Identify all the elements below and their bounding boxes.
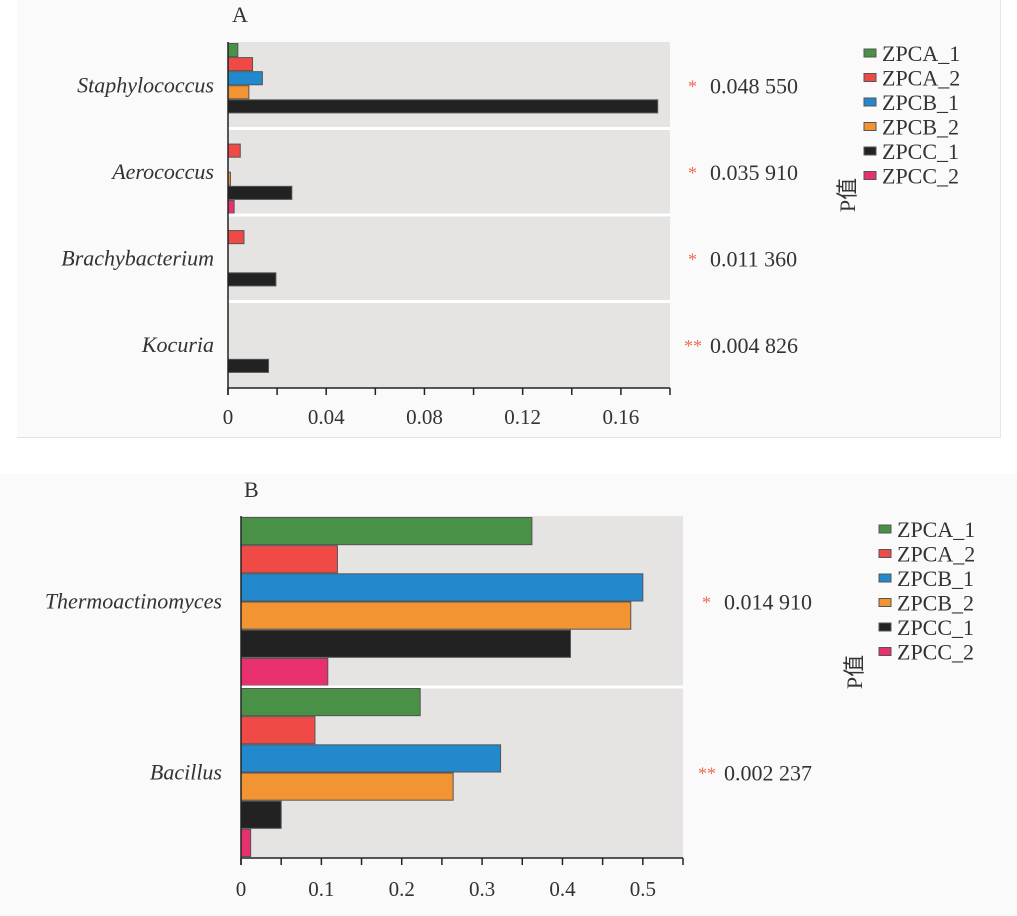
- panel-b-x-tick-label: 0.4: [549, 877, 576, 901]
- panel-a-legend-label: ZPCA_1: [882, 41, 960, 66]
- panel-b-p-value: 0.014 910: [724, 590, 812, 615]
- panel-a-bar-zpca-2: [227, 143, 241, 158]
- panel-b-bar-zpca-2: [240, 545, 338, 574]
- panel-a-legend-swatch: [863, 146, 877, 156]
- panel-a-bar-zpca-2: [227, 57, 254, 72]
- panel-a-x-tick-label: 0.16: [603, 405, 640, 429]
- panel-b-bar-zpcb-1: [240, 573, 644, 602]
- panel-b-bar-zpcb-2: [240, 601, 632, 630]
- panel-a-p-value: 0.048 550: [710, 73, 798, 98]
- panel-a-p-value: 0.035 910: [710, 160, 798, 185]
- panel-a-bar-zpcb-1: [227, 71, 263, 86]
- panel-b-bar-zpcc-1: [240, 629, 571, 658]
- panel-a-legend-label: ZPCB_1: [882, 90, 959, 115]
- panel-b-bar-zpcc-2: [240, 657, 329, 686]
- panel-b-bar-zpcc-2: [240, 828, 252, 857]
- panel-a-category-label: Staphylococcus: [77, 72, 214, 97]
- panel-a-legend-label: ZPCC_2: [882, 164, 959, 189]
- panel-b-bar-zpca-1: [240, 688, 421, 717]
- panel-b-legend-swatch: [878, 647, 892, 656]
- panel-b-legend-swatch: [878, 573, 892, 583]
- panel-a-p-axis-title: P值: [835, 178, 860, 212]
- panel-a-x-tick-label: 0: [223, 405, 234, 429]
- panel-b-legend-label: ZPCC_2: [897, 640, 974, 665]
- panel-a-category-label: Kocuria: [141, 332, 214, 357]
- panel-b-legend-label: ZPCA_1: [897, 517, 975, 542]
- panel-b-p-value: 0.002 237: [724, 761, 812, 786]
- panel-b-bar-zpcb-1: [240, 744, 502, 773]
- panel-a-category-label: Brachybacterium: [61, 245, 214, 270]
- panel-b-category-label: Bacillus: [150, 760, 222, 785]
- panel-a-x-tick-label: 0.12: [504, 405, 541, 429]
- panel-b-significance-stars: **: [698, 764, 716, 784]
- panel-b-legend-label: ZPCB_1: [897, 566, 974, 591]
- panel-b-bar-zpca-2: [240, 716, 316, 745]
- panel-b-bar-zpcb-2: [240, 772, 454, 801]
- panel-a-bar-zpca-1: [227, 43, 239, 58]
- panel-a-significance-stars: *: [688, 76, 697, 96]
- panel-b-legend-swatch: [878, 598, 892, 607]
- panel-b-label: B: [244, 477, 259, 502]
- panel-a-legend-label: ZPCA_2: [882, 66, 960, 91]
- panel-a-significance-stars: *: [688, 163, 697, 183]
- panel-a-legend-swatch: [863, 73, 877, 82]
- panel-b-x-tick-label: 0.1: [308, 877, 334, 901]
- panel-a-legend-label: ZPCC_1: [882, 139, 959, 164]
- panel-b-legend-swatch: [878, 524, 892, 534]
- panel-b-legend-swatch: [878, 622, 892, 632]
- panel-a-significance-stars: *: [688, 249, 697, 269]
- panel-b-legend-swatch: [878, 549, 892, 558]
- panel-a-significance-stars: **: [684, 336, 702, 356]
- panel-b-bar-zpca-1: [240, 517, 533, 546]
- panel-a-legend-swatch: [863, 48, 877, 58]
- panel-b-p-axis-title: P值: [842, 655, 867, 689]
- panel-a-bar-zpcc-1: [227, 185, 293, 200]
- panel-b-x-tick-label: 0.5: [630, 877, 656, 901]
- panel-b-x-tick-label: 0.3: [469, 877, 495, 901]
- panel-a-label: A: [232, 2, 248, 27]
- panel-a-p-value: 0.011 360: [710, 246, 797, 271]
- panel-a-bar-zpcc-1: [227, 358, 270, 373]
- panel-b-category-label: Thermoactinomyces: [45, 589, 222, 614]
- panel-a-legend-swatch: [863, 122, 877, 131]
- panel-a-legend-swatch: [863, 97, 877, 107]
- panel-a-bar-zpcb-2: [227, 85, 250, 100]
- panel-b-x-tick-label: 0.2: [389, 877, 415, 901]
- panel-b-bar-zpcc-1: [240, 800, 282, 829]
- panel-b-legend-label: ZPCC_1: [897, 615, 974, 640]
- panel-a-bar-zpcc-1: [227, 272, 277, 287]
- panel-b-legend-label: ZPCA_2: [897, 542, 975, 567]
- panel-b-significance-stars: *: [702, 593, 711, 613]
- panel-a-legend-label: ZPCB_2: [882, 115, 959, 140]
- panel-a-legend-swatch: [863, 171, 877, 180]
- panel-b-legend-label: ZPCB_2: [897, 591, 974, 616]
- panel-b-x-tick-label: 0: [236, 877, 247, 901]
- panel-a-bar-zpca-2: [227, 230, 245, 245]
- panel-a-p-value: 0.004 826: [710, 333, 798, 358]
- panel-a-x-tick-label: 0.08: [406, 405, 443, 429]
- panel-a-x-tick-label: 0.04: [308, 405, 345, 429]
- panel-a-category-label: Aerococcus: [110, 159, 214, 184]
- panel-a-bar-zpcc-2: [227, 199, 235, 215]
- panel-a-bar-zpcc-1: [227, 99, 659, 114]
